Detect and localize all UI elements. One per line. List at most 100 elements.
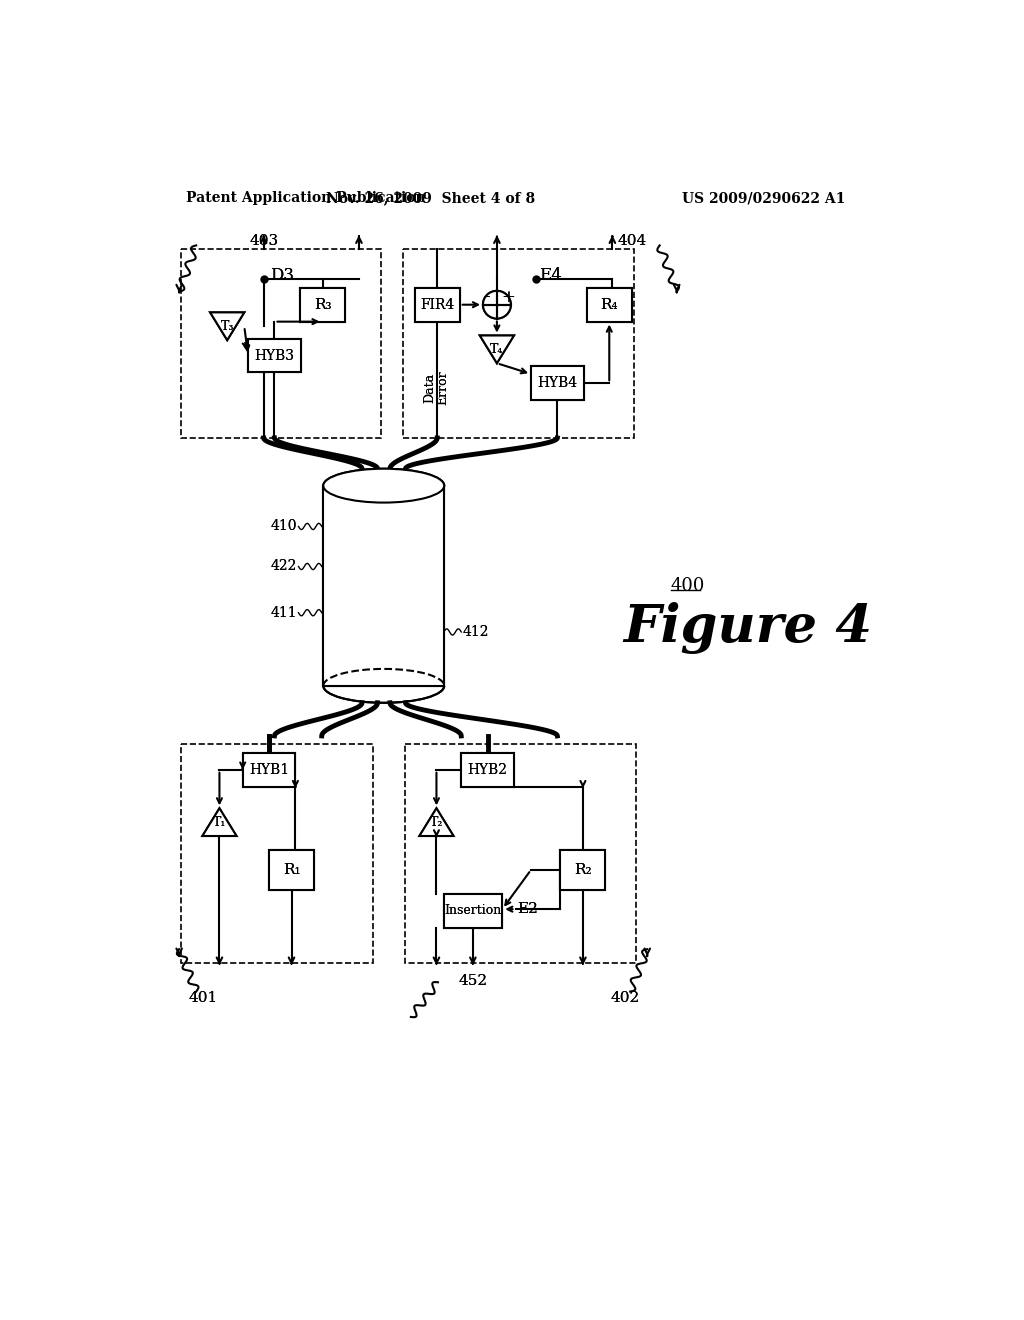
Text: FIR4: FIR4 xyxy=(420,298,455,312)
Bar xyxy=(587,288,632,322)
Bar xyxy=(269,850,314,890)
Text: D3: D3 xyxy=(270,267,294,284)
Bar xyxy=(180,249,381,438)
Text: Error: Error xyxy=(436,371,450,405)
Bar xyxy=(560,850,605,890)
Text: Figure 4: Figure 4 xyxy=(624,602,872,655)
Bar xyxy=(300,288,345,322)
Bar xyxy=(415,288,460,322)
Text: HYB4: HYB4 xyxy=(538,376,578,391)
Text: T₂: T₂ xyxy=(430,816,443,829)
Text: Data: Data xyxy=(424,372,437,403)
Text: T₂: T₂ xyxy=(430,816,443,829)
Polygon shape xyxy=(480,335,514,363)
Text: R₄: R₄ xyxy=(600,298,618,312)
Text: HYB1: HYB1 xyxy=(249,763,289,776)
Text: 402: 402 xyxy=(610,991,639,1005)
Text: T₃: T₃ xyxy=(220,319,233,333)
Text: 403: 403 xyxy=(249,234,279,248)
Text: FIR4: FIR4 xyxy=(420,298,455,312)
Text: R₂: R₂ xyxy=(574,863,592,876)
Bar xyxy=(406,743,636,964)
Text: T₃: T₃ xyxy=(220,319,233,333)
Text: Insertion: Insertion xyxy=(444,904,502,917)
Text: HYB4: HYB4 xyxy=(538,376,578,391)
Text: E4: E4 xyxy=(539,267,561,284)
Text: 403: 403 xyxy=(249,234,279,248)
Polygon shape xyxy=(203,808,237,836)
Ellipse shape xyxy=(324,469,444,503)
Text: R₂: R₂ xyxy=(574,863,592,876)
Polygon shape xyxy=(420,808,454,836)
Text: Error: Error xyxy=(436,371,450,405)
Text: +: + xyxy=(502,289,515,305)
Bar xyxy=(269,850,314,890)
Text: T₁: T₁ xyxy=(213,816,226,829)
Text: HYB3: HYB3 xyxy=(255,348,295,363)
Text: 411: 411 xyxy=(270,606,297,619)
Text: 452: 452 xyxy=(459,974,487,987)
Bar xyxy=(180,743,373,964)
Circle shape xyxy=(483,290,511,318)
Bar xyxy=(324,486,444,686)
Text: 410: 410 xyxy=(270,520,297,533)
Text: HYB3: HYB3 xyxy=(255,348,295,363)
Text: -: - xyxy=(482,288,489,306)
Text: 400: 400 xyxy=(671,577,705,595)
Circle shape xyxy=(483,290,511,318)
Text: 410: 410 xyxy=(270,520,297,533)
Text: D3: D3 xyxy=(270,267,294,284)
Polygon shape xyxy=(420,808,454,836)
Bar xyxy=(587,288,632,322)
Text: HYB1: HYB1 xyxy=(249,763,289,776)
Text: 422: 422 xyxy=(270,560,297,573)
Bar xyxy=(324,486,444,686)
Bar xyxy=(531,367,584,400)
Text: 422: 422 xyxy=(270,560,297,573)
Text: R₃: R₃ xyxy=(313,298,332,312)
Bar xyxy=(403,249,634,438)
Ellipse shape xyxy=(324,469,444,503)
Text: Insertion: Insertion xyxy=(444,904,502,917)
Bar xyxy=(243,752,295,787)
Text: 411: 411 xyxy=(270,606,297,619)
Bar xyxy=(248,339,301,372)
Text: R₄: R₄ xyxy=(600,298,618,312)
Text: T₁: T₁ xyxy=(213,816,226,829)
Text: 401: 401 xyxy=(188,991,218,1005)
Text: T₄: T₄ xyxy=(490,343,504,356)
Text: 401: 401 xyxy=(188,991,218,1005)
Bar xyxy=(248,339,301,372)
Text: -: - xyxy=(482,288,489,306)
Text: Nov. 26, 2009  Sheet 4 of 8: Nov. 26, 2009 Sheet 4 of 8 xyxy=(326,191,535,206)
Text: 402: 402 xyxy=(610,991,639,1005)
Text: R₁: R₁ xyxy=(283,863,300,876)
Bar xyxy=(461,752,514,787)
Bar xyxy=(560,850,605,890)
Bar xyxy=(300,288,345,322)
Text: T₄: T₄ xyxy=(490,343,504,356)
Text: +: + xyxy=(502,289,515,305)
Text: E2: E2 xyxy=(517,902,538,916)
Text: HYB2: HYB2 xyxy=(468,763,508,776)
Bar xyxy=(531,367,584,400)
Text: Data: Data xyxy=(424,372,437,403)
Bar xyxy=(444,894,503,928)
Text: 412: 412 xyxy=(463,624,489,639)
Polygon shape xyxy=(480,335,514,363)
Bar xyxy=(243,752,295,787)
Text: E2: E2 xyxy=(517,902,538,916)
Text: R₁: R₁ xyxy=(283,863,300,876)
Polygon shape xyxy=(203,808,237,836)
Text: E4: E4 xyxy=(539,267,561,284)
Text: Patent Application Publication: Patent Application Publication xyxy=(186,191,426,206)
Polygon shape xyxy=(210,313,245,341)
Text: 452: 452 xyxy=(459,974,487,987)
Text: HYB2: HYB2 xyxy=(468,763,508,776)
Text: 412: 412 xyxy=(463,624,489,639)
Bar xyxy=(461,752,514,787)
Bar xyxy=(415,288,460,322)
Polygon shape xyxy=(210,313,245,341)
Text: US 2009/0290622 A1: US 2009/0290622 A1 xyxy=(682,191,845,206)
Text: 404: 404 xyxy=(617,234,646,248)
